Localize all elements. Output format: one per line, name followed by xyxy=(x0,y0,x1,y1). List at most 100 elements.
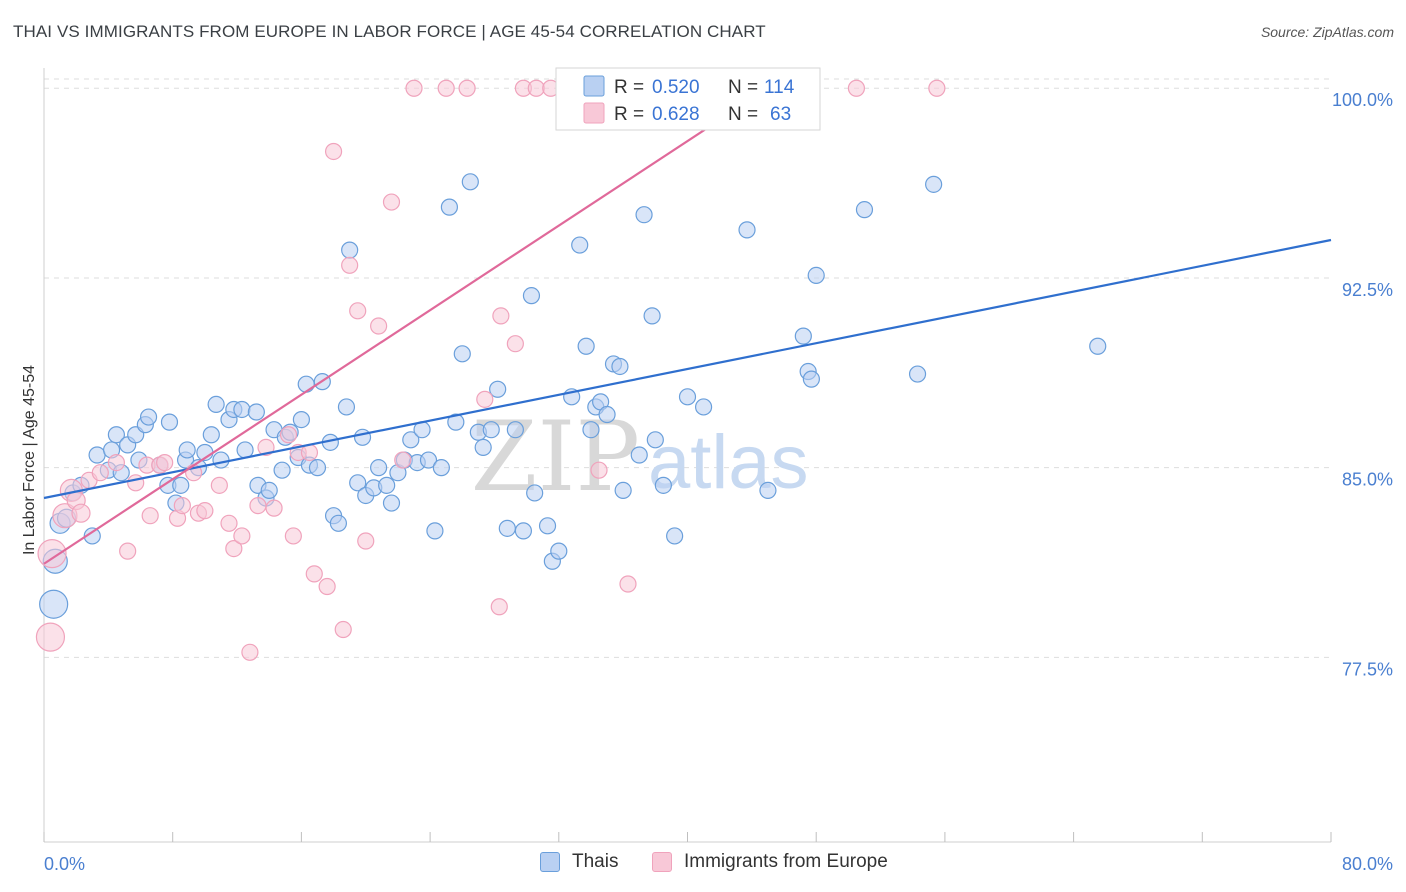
europe-point xyxy=(341,256,359,274)
thais-point xyxy=(635,206,653,224)
europe-point xyxy=(173,496,191,515)
stats-n-label: N = xyxy=(728,104,758,125)
series-legend: Thais Immigrants from Europe xyxy=(0,851,1406,879)
stats-r-value: 0.628 xyxy=(652,104,700,125)
thais-point xyxy=(329,514,348,532)
thais-point xyxy=(908,365,927,383)
legend-label-thais: Thais xyxy=(572,851,619,872)
thais-point xyxy=(506,421,524,439)
stats-r-label: R = xyxy=(614,77,644,98)
series-thais xyxy=(39,79,1107,619)
europe-point xyxy=(437,79,455,97)
thais-point xyxy=(611,357,629,376)
stats-swatch-europe xyxy=(583,102,605,124)
stats-n-value: 63 xyxy=(770,104,791,125)
thais-point xyxy=(1089,337,1107,355)
europe-point xyxy=(318,577,336,596)
europe-point xyxy=(847,79,866,97)
thais-point xyxy=(694,398,713,416)
thais-point xyxy=(453,345,471,363)
europe-point xyxy=(619,575,637,593)
thais-point xyxy=(654,476,672,494)
europe-point xyxy=(382,193,401,211)
europe-point xyxy=(220,514,238,532)
thais-point xyxy=(489,380,507,398)
thais-point xyxy=(297,375,315,393)
thais-point xyxy=(419,451,438,469)
europe-point xyxy=(265,499,283,517)
thais-point xyxy=(807,266,825,285)
thais-point xyxy=(178,441,196,459)
thais-point xyxy=(582,421,600,439)
thais-point xyxy=(666,527,684,545)
thais-point xyxy=(514,522,533,540)
thais-point xyxy=(577,337,595,355)
watermark-atlas: atlas xyxy=(648,420,809,505)
europe-point xyxy=(119,542,137,560)
thais-point xyxy=(337,398,356,416)
thais-point xyxy=(738,221,756,239)
thais-point xyxy=(855,201,874,219)
stats-swatch-thais xyxy=(583,75,605,97)
y-tick-label: 77.5% xyxy=(1342,659,1393,679)
legend-swatch-thais xyxy=(540,852,560,872)
thais-point xyxy=(759,481,777,500)
thais-point xyxy=(571,236,589,254)
legend-swatch-europe xyxy=(652,852,672,872)
thais-point xyxy=(432,459,450,477)
tick-labels: 77.5% 85.0% 92.5% 100.0% 0.0% 80.0% xyxy=(44,90,1393,874)
thais-point xyxy=(39,589,69,619)
stats-r-value: 0.520 xyxy=(652,77,700,98)
thais-point xyxy=(447,413,465,431)
europe-point xyxy=(357,532,375,550)
thais-point xyxy=(474,438,492,457)
europe-point xyxy=(241,643,259,661)
thais-point xyxy=(341,241,359,259)
stats-r-label: R = xyxy=(614,104,644,125)
thais-point xyxy=(402,431,420,449)
thais-point xyxy=(160,413,179,431)
thais-point xyxy=(370,459,388,477)
europe-point xyxy=(527,79,545,97)
thais-point xyxy=(260,481,278,500)
europe-point xyxy=(196,502,214,520)
thais-point xyxy=(550,542,568,560)
thais-point xyxy=(88,446,106,464)
y-tick-label: 85.0% xyxy=(1342,470,1393,490)
europe-point xyxy=(107,453,125,472)
thais-point xyxy=(440,198,459,216)
europe-point xyxy=(249,496,267,515)
thais-point xyxy=(382,494,401,512)
thais-trend-line xyxy=(43,238,1332,500)
thais-point xyxy=(247,403,265,421)
europe-point xyxy=(35,622,66,652)
legend-item-europe[interactable]: Immigrants from Europe xyxy=(652,851,888,873)
watermark: ZIP atlas xyxy=(471,401,809,513)
stats-n-value: 114 xyxy=(764,77,795,98)
europe-point xyxy=(394,451,412,469)
thais-point xyxy=(83,527,101,545)
europe-point xyxy=(490,598,508,616)
europe-point xyxy=(257,438,275,457)
europe-point xyxy=(458,79,476,97)
thais-point xyxy=(273,461,291,479)
europe-point xyxy=(590,461,608,479)
thais-point xyxy=(538,517,557,535)
thais-point xyxy=(522,287,541,305)
europe-point xyxy=(405,79,423,97)
europe-point xyxy=(37,539,67,569)
thais-point xyxy=(461,173,479,191)
x-tick-label: 0.0% xyxy=(44,854,85,874)
axes xyxy=(43,68,1332,843)
europe-point xyxy=(928,79,946,97)
stats-legend: R = 0.520 N = 114 R = 0.628 N = 63 xyxy=(555,67,821,131)
europe-point xyxy=(233,527,251,545)
europe-point xyxy=(71,503,91,523)
thais-point xyxy=(643,307,661,325)
europe-point xyxy=(370,317,388,335)
europe-point xyxy=(506,335,524,353)
thais-point xyxy=(207,395,225,414)
thais-point xyxy=(925,175,943,193)
y-tick-label: 100.0% xyxy=(1332,90,1393,110)
legend-item-thais[interactable]: Thais xyxy=(540,851,618,873)
